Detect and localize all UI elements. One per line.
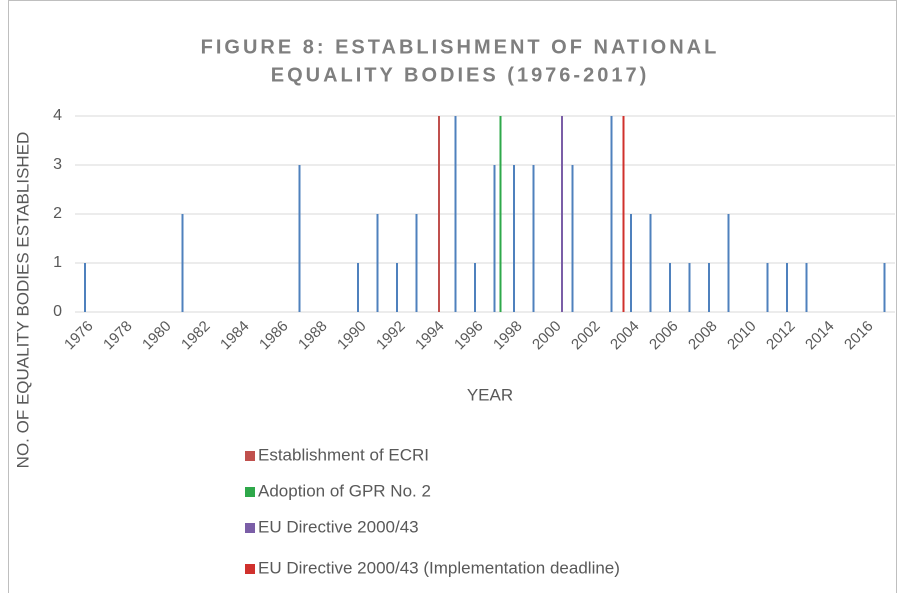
x-tick-label: 2014 xyxy=(802,318,838,354)
legend-swatch xyxy=(245,451,255,461)
bar xyxy=(708,263,710,312)
bar xyxy=(532,165,535,312)
y-axis-label: NO. OF EQUALITY BODIES ESTABLISHED xyxy=(13,132,32,469)
bar xyxy=(415,214,418,312)
x-tick-label: 2008 xyxy=(685,318,721,354)
x-tick-label: 2004 xyxy=(607,318,643,354)
x-axis-label: YEAR xyxy=(467,385,513,404)
chart-title: EQUALITY BODIES (1976-2017) xyxy=(271,64,650,86)
legend-label: Establishment of ECRI xyxy=(258,445,429,464)
bar xyxy=(669,263,671,312)
bar xyxy=(376,214,379,312)
bar xyxy=(727,214,730,312)
bar xyxy=(649,214,652,312)
x-tick-label: 1976 xyxy=(61,318,97,354)
x-tick-label: 1992 xyxy=(373,318,409,354)
x-tick-label: 1998 xyxy=(490,318,526,354)
x-tick-label: 1994 xyxy=(412,318,448,354)
y-tick-label: 1 xyxy=(53,254,62,271)
x-tick-label: 1978 xyxy=(100,318,136,354)
bar xyxy=(688,263,691,312)
x-tick-label: 2012 xyxy=(763,318,799,354)
x-tick-label: 1988 xyxy=(295,318,331,354)
bar xyxy=(454,116,457,312)
bar xyxy=(883,263,886,312)
bar xyxy=(84,263,86,312)
x-tick-label: 1984 xyxy=(217,318,253,354)
bar xyxy=(474,263,476,312)
bar xyxy=(766,263,769,312)
chart-frame xyxy=(8,0,897,593)
x-tick-label: 2002 xyxy=(568,318,604,354)
legend-swatch xyxy=(245,564,255,574)
bar xyxy=(561,116,563,312)
x-tick-label: 1980 xyxy=(139,318,175,354)
x-tick-label: 2000 xyxy=(529,318,565,354)
legend-label: EU Directive 2000/43 (Implementation dea… xyxy=(258,558,620,577)
bar xyxy=(499,116,502,312)
y-tick-label: 4 xyxy=(53,107,62,124)
y-tick-label: 0 xyxy=(53,303,62,320)
bar xyxy=(622,116,625,312)
x-tick-label: 1986 xyxy=(256,318,292,354)
legend-swatch xyxy=(245,487,255,497)
legend-label: EU Directive 2000/43 xyxy=(258,517,419,536)
legend-swatch xyxy=(245,523,255,533)
chart-title: FIGURE 8: ESTABLISHMENT OF NATIONAL xyxy=(201,36,720,58)
x-tick-label: 1990 xyxy=(334,318,370,354)
bar xyxy=(610,116,613,312)
bar xyxy=(181,214,184,312)
bar xyxy=(513,165,515,312)
bar xyxy=(630,214,632,312)
bar xyxy=(786,263,788,312)
y-tick-label: 3 xyxy=(53,156,62,173)
bar xyxy=(438,116,440,312)
x-tick-label: 2010 xyxy=(724,318,760,354)
bar xyxy=(571,165,574,312)
x-tick-label: 1982 xyxy=(178,318,214,354)
bar xyxy=(357,263,359,312)
bar xyxy=(396,263,398,312)
x-tick-label: 2016 xyxy=(841,318,877,354)
bar xyxy=(493,165,496,312)
x-tick-label: 2006 xyxy=(646,318,682,354)
x-tick-label: 1996 xyxy=(451,318,487,354)
y-tick-label: 2 xyxy=(53,205,62,222)
bar xyxy=(805,263,808,312)
bar xyxy=(298,165,301,312)
legend-label: Adoption of GPR No. 2 xyxy=(258,481,431,500)
